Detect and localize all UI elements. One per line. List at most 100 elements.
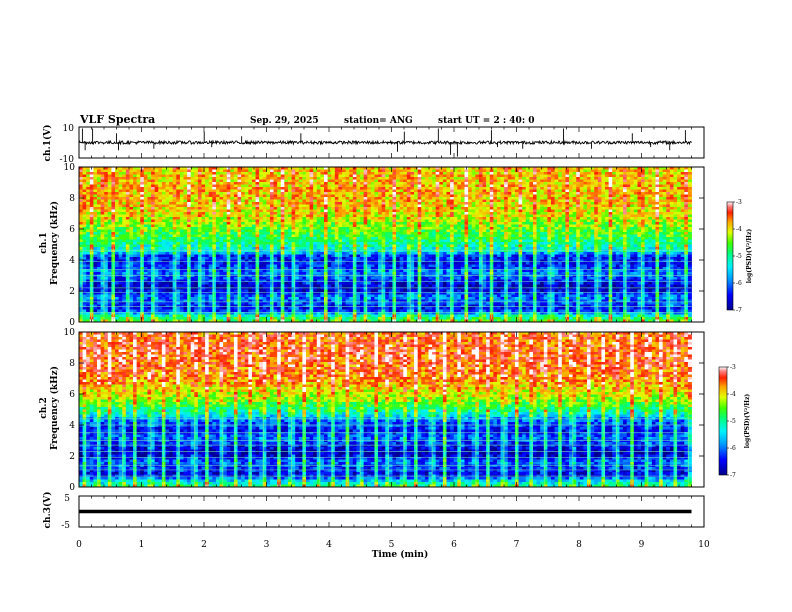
spectrogram-cell <box>522 237 527 240</box>
spectrogram-cell <box>414 184 419 188</box>
spectrogram-cell <box>219 189 224 193</box>
spectrogram-cell <box>648 189 653 193</box>
spectrogram-cell <box>208 169 213 173</box>
spectrogram-cell <box>269 199 274 203</box>
spectrogram-cell <box>659 174 664 178</box>
spectrogram-cell <box>637 192 642 195</box>
spectrogram-cell <box>172 217 177 220</box>
spectrogram-cell <box>370 209 375 213</box>
spectrogram-cell <box>630 167 635 170</box>
spectrogram-cell <box>133 169 138 173</box>
spectrogram-cell <box>280 209 285 213</box>
spectrogram-cell <box>414 229 419 233</box>
spectrogram-cell <box>410 229 415 233</box>
spectrogram-cell <box>226 209 231 213</box>
spectrogram-cell <box>118 184 123 188</box>
spectrogram-cell <box>219 169 224 173</box>
spectrogram-cell <box>608 177 613 180</box>
spectrogram-cell <box>489 169 494 173</box>
spectrogram-cell <box>446 214 451 218</box>
spectrogram-cell <box>507 212 512 215</box>
spectrogram-cell <box>587 169 592 173</box>
spectrogram-cell <box>655 224 660 228</box>
spectrogram-cell <box>457 212 462 215</box>
spectrogram-cell <box>424 187 429 190</box>
spectrogram-cell <box>680 169 685 173</box>
spectrogram-cell <box>410 194 415 198</box>
spectrogram-cell <box>637 222 642 225</box>
spectrogram-cell <box>262 232 267 235</box>
spectrogram-cell <box>251 214 256 218</box>
spectrogram-cell <box>169 194 174 198</box>
spectrogram-cell <box>482 202 487 205</box>
spectrogram-cell <box>673 174 678 178</box>
spectrogram-cell <box>644 179 649 183</box>
spectrogram-cell <box>428 227 433 230</box>
spectrogram-cell <box>496 182 501 185</box>
spectrogram-cell <box>212 202 217 205</box>
spectrogram-cell <box>125 207 130 210</box>
spectrogram-cell <box>151 199 156 203</box>
spectrogram-cell <box>161 172 166 175</box>
spectrogram-cell <box>453 192 458 195</box>
spectrogram-cell <box>471 227 476 230</box>
spectrogram-cell <box>594 199 599 203</box>
spectrogram-cell <box>446 192 451 195</box>
spectrogram-cell <box>572 172 577 175</box>
spectrogram-cell <box>82 172 87 175</box>
spectrogram-cell <box>587 214 592 218</box>
spectrogram-cell <box>489 177 494 180</box>
spectrogram-cell <box>136 184 141 188</box>
spectrogram-cell <box>316 177 321 180</box>
spectrogram-cell <box>93 167 98 170</box>
spectrogram-cell <box>122 229 127 233</box>
spectrogram-cell <box>179 207 184 210</box>
spectrogram-cell <box>233 179 238 183</box>
spectrogram-cell <box>334 237 339 240</box>
spectrogram-cell <box>244 219 249 223</box>
spectrogram-cell <box>442 167 447 170</box>
spectrogram-cell <box>136 217 141 220</box>
spectrogram-cell <box>374 197 379 200</box>
spectrogram-cell <box>529 209 534 213</box>
spectrogram-cell <box>205 212 210 215</box>
spectrogram-cell <box>97 222 102 225</box>
spectrogram-cell <box>197 202 202 205</box>
spectrogram-cell <box>187 204 192 208</box>
spectrogram-cell <box>435 234 440 238</box>
spectrogram-cell <box>572 224 577 228</box>
spectrogram-cell <box>158 217 163 220</box>
spectrogram-cell <box>223 192 228 195</box>
spectrogram-cell <box>111 227 116 230</box>
spectrogram-cell <box>338 234 343 238</box>
spectrogram-cell <box>327 219 332 223</box>
spectrogram-cell <box>190 224 195 228</box>
spectrogram-cell <box>287 237 292 240</box>
spectrogram-cell <box>385 199 390 203</box>
spectrogram-cell <box>338 204 343 208</box>
spectrogram-cell <box>547 194 552 198</box>
spectrogram-cell <box>179 187 184 190</box>
spectrogram-cell <box>287 234 292 238</box>
spectrogram-cell <box>133 207 138 210</box>
spectrogram-cell <box>536 202 541 205</box>
spectrogram-cell <box>183 229 188 233</box>
spectrogram-cell <box>107 189 112 193</box>
spectrogram-cell <box>262 167 267 170</box>
spectrogram-cell <box>673 169 678 173</box>
spectrogram-cell <box>558 167 563 170</box>
spectrogram-cell <box>100 234 105 238</box>
spectrogram-cell <box>439 219 444 223</box>
spectrogram-cell <box>79 197 83 200</box>
spectrogram-cell <box>684 177 689 180</box>
spectrogram-cell <box>212 222 217 225</box>
spectrogram-cell <box>511 214 516 218</box>
spectrogram-cell <box>370 192 375 195</box>
spectrogram-cell <box>439 189 444 193</box>
spectrogram-cell <box>450 202 455 205</box>
spectrogram-cell <box>514 212 519 215</box>
spectrogram-cell <box>392 212 397 215</box>
spectrogram-cell <box>662 172 667 175</box>
spectrogram-cell <box>522 184 527 188</box>
spectrogram-cell <box>133 232 138 235</box>
